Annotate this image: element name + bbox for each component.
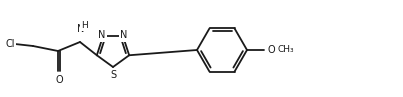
Text: O: O — [55, 75, 63, 85]
Text: CH₃: CH₃ — [277, 45, 294, 55]
Text: H: H — [82, 21, 88, 30]
Text: O: O — [267, 45, 274, 55]
Text: N: N — [98, 30, 106, 40]
Text: S: S — [110, 70, 116, 80]
Text: N: N — [120, 30, 128, 40]
Text: Cl: Cl — [5, 39, 15, 49]
Text: N: N — [77, 24, 85, 34]
